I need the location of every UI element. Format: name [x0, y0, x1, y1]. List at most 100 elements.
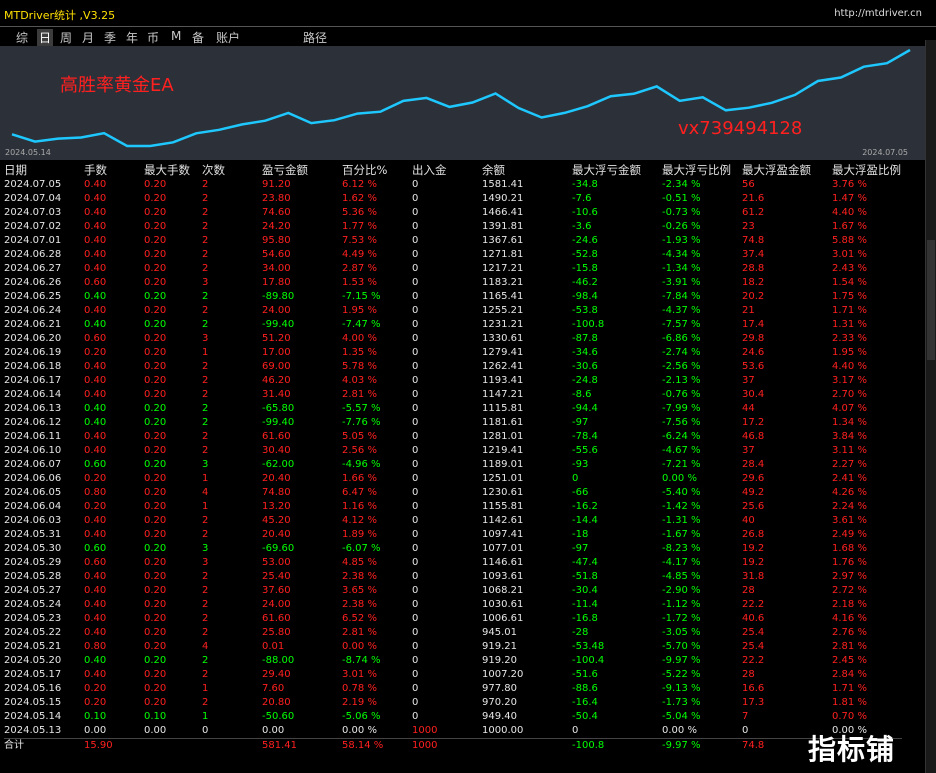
cell: -5.22 %	[662, 669, 701, 680]
cell: 2024.05.28	[4, 571, 62, 582]
cell: 0	[412, 235, 419, 246]
cell: 29.40	[262, 669, 291, 680]
tab-2[interactable]: 周	[60, 31, 73, 45]
col-header-11[interactable]: 最大浮盈比例	[832, 163, 901, 177]
cell: -2.90 %	[662, 585, 701, 596]
cell: 1.53 %	[342, 277, 377, 288]
equity-curve-svg	[11, 48, 911, 148]
cell: 1.68 %	[832, 543, 867, 554]
cell: 2	[202, 669, 209, 680]
tab-8[interactable]: 备	[192, 31, 205, 45]
cell: -97	[572, 543, 589, 554]
cell: 0.40	[84, 599, 107, 610]
cell: -1.73 %	[662, 697, 701, 708]
tab-1[interactable]: 日	[37, 29, 54, 46]
cell: 0	[412, 473, 419, 484]
cell: 2	[202, 305, 209, 316]
cell: 0	[412, 333, 419, 344]
cell: 1.62 %	[342, 193, 377, 204]
col-header-1[interactable]: 手数	[84, 163, 107, 177]
col-header-10[interactable]: 最大浮盈金额	[742, 163, 811, 177]
cell: 61.60	[262, 613, 291, 624]
table-row: 2024.05.15 0.20 0.20 2 20.80 2.19 % 0 970.20 -16…	[4, 696, 902, 710]
cell: 1007.20	[482, 669, 524, 680]
col-header-0[interactable]: 日期	[4, 163, 27, 177]
cell: 2	[202, 221, 209, 232]
cell: 1.89 %	[342, 529, 377, 540]
tab-10[interactable]: 路径	[303, 31, 328, 45]
tab-7[interactable]: M	[171, 29, 182, 43]
cell: 18.2	[742, 277, 765, 288]
cell: 0	[412, 487, 419, 498]
cell: 20.40	[262, 529, 291, 540]
cell: 0.40	[84, 655, 107, 666]
tab-3[interactable]: 月	[82, 31, 95, 45]
table-row: 2024.05.16 0.20 0.20 1 7.60 0.78 % 0 977.80 -88.…	[4, 682, 902, 696]
table-row: 2024.05.13 0.00 0.00 0 0.00 0.00 % 1000 1000.00…	[4, 724, 902, 739]
cell: 2024.05.31	[4, 529, 62, 540]
cell: 2.56 %	[342, 445, 377, 456]
cell: 0.60	[84, 459, 107, 470]
col-header-5[interactable]: 百分比%	[342, 163, 388, 177]
cell: 2	[202, 249, 209, 260]
cell: 0.20	[144, 375, 167, 386]
col-header-4[interactable]: 盈亏金额	[262, 163, 308, 177]
tab-5[interactable]: 年	[126, 31, 139, 45]
cell: -34.8	[572, 179, 598, 190]
cell: 2024.06.17	[4, 375, 62, 386]
col-header-2[interactable]: 最大手数	[144, 163, 190, 177]
cell: 4.07 %	[832, 403, 867, 414]
cell: 0.40	[84, 249, 107, 260]
cell: -3.6	[572, 221, 592, 232]
table-row: 2024.06.13 0.40 0.20 2 -65.80 -5.57 % 0 1115.81…	[4, 402, 902, 416]
cell: -8.23 %	[662, 543, 701, 554]
tab-0[interactable]: 综	[16, 31, 29, 45]
cell: 0.40	[84, 235, 107, 246]
col-header-8[interactable]: 最大浮亏金额	[572, 163, 641, 177]
cell: 0	[412, 529, 419, 540]
cell: 91.20	[262, 179, 291, 190]
cell: 2024.07.01	[4, 235, 62, 246]
cell: 40	[742, 515, 755, 526]
vertical-scrollbar[interactable]	[925, 40, 936, 773]
equity-curve-line	[11, 48, 911, 148]
cell: 1255.21	[482, 305, 524, 316]
cell: 1.35 %	[342, 347, 377, 358]
cell: 970.20	[482, 697, 517, 708]
cell: 0	[412, 221, 419, 232]
scrollbar-thumb[interactable]	[927, 240, 935, 360]
table-row: 2024.06.17 0.40 0.20 2 46.20 4.03 % 0 1193.41 -2…	[4, 374, 902, 388]
tab-4[interactable]: 季	[104, 31, 117, 45]
cell: -88.6	[572, 683, 598, 694]
cell: -50.60	[262, 711, 295, 722]
table-row: 2024.05.21 0.80 0.20 4 0.01 0.00 % 0 919.21 -53.…	[4, 640, 902, 654]
cell: 0	[412, 599, 419, 610]
col-header-6[interactable]: 出入金	[412, 163, 447, 177]
cell: 2024.05.27	[4, 585, 62, 596]
table-row: 2024.05.17 0.40 0.20 2 29.40 3.01 % 0 1007.20 -5…	[4, 668, 902, 682]
cell: 0.20	[144, 683, 167, 694]
cell: 919.21	[482, 641, 517, 652]
cell: 0.00 %	[342, 725, 377, 736]
cell: 2024.06.18	[4, 361, 62, 372]
cell: 2	[202, 445, 209, 456]
col-header-3[interactable]: 次数	[202, 163, 225, 177]
cell: 2.84 %	[832, 669, 867, 680]
cell: 25.40	[262, 571, 291, 582]
cell: 2024.07.05	[4, 179, 62, 190]
cell: -1.34 %	[662, 263, 701, 274]
tab-9[interactable]: 账户	[216, 31, 241, 45]
website-link[interactable]: http://mtdriver.cn	[834, 8, 922, 19]
cell: 2024.06.04	[4, 501, 62, 512]
col-header-9[interactable]: 最大浮亏比例	[662, 163, 731, 177]
cell: 1146.61	[482, 557, 524, 568]
cell: 1000	[412, 738, 482, 753]
cell: 1.75 %	[832, 291, 867, 302]
cell: 0.20	[84, 473, 107, 484]
cell: 2024.05.23	[4, 613, 62, 624]
tab-6[interactable]: 币	[147, 31, 160, 45]
col-header-7[interactable]: 余额	[482, 163, 505, 177]
cell: 4.12 %	[342, 515, 377, 526]
cell: 1.81 %	[832, 697, 867, 708]
cell: 1115.81	[482, 403, 524, 414]
